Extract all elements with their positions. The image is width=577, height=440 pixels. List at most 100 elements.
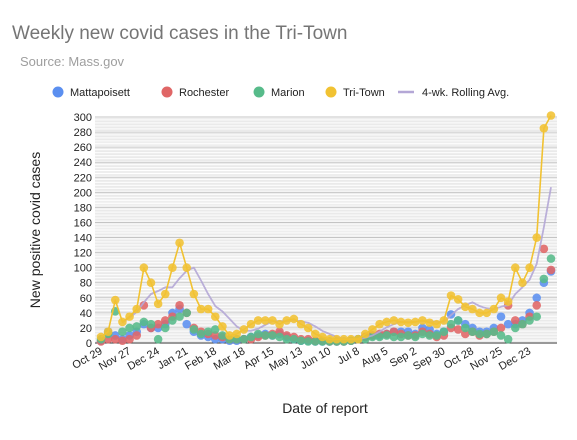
data-point	[496, 312, 506, 321]
legend-swatch	[161, 86, 173, 98]
data-point	[360, 329, 370, 339]
data-point	[196, 304, 206, 314]
data-point	[282, 316, 292, 325]
data-point	[196, 329, 206, 339]
data-point	[246, 319, 256, 329]
y-tick-label: 40	[80, 308, 92, 320]
y-tick-label: 100	[74, 263, 92, 275]
data-point	[532, 312, 542, 321]
data-point	[246, 332, 256, 342]
data-point	[160, 289, 170, 299]
data-point	[439, 316, 449, 325]
series-tri-town	[96, 111, 556, 344]
data-point	[425, 331, 434, 340]
data-point	[353, 334, 363, 344]
x-tick-label: Nov 25	[468, 345, 504, 373]
data-point	[525, 316, 534, 325]
data-point	[475, 329, 484, 339]
data-point	[225, 331, 234, 340]
data-point	[175, 312, 184, 321]
y-tick-label: 260	[74, 142, 92, 154]
data-point	[418, 316, 427, 325]
x-tick-label: Nov 27	[97, 345, 133, 373]
data-point	[446, 291, 456, 300]
data-point	[518, 319, 527, 329]
data-point	[253, 329, 263, 339]
data-point	[532, 301, 542, 310]
x-tick-label: Dec 24	[125, 345, 161, 373]
chart-title: Weekly new covid cases in the Tri-Town	[12, 23, 347, 44]
data-point	[289, 334, 299, 344]
data-point	[339, 334, 349, 344]
data-point	[439, 327, 449, 337]
y-tick-label: 60	[80, 293, 92, 305]
data-point	[496, 331, 506, 340]
data-point	[539, 244, 549, 254]
data-point	[118, 327, 127, 337]
data-point	[496, 323, 506, 333]
data-point	[303, 337, 313, 346]
data-point	[396, 317, 406, 327]
data-point	[239, 325, 249, 334]
data-point	[132, 331, 142, 340]
data-point	[432, 319, 442, 329]
data-point	[460, 323, 470, 333]
data-point	[532, 233, 542, 242]
data-point	[475, 308, 484, 318]
data-point	[468, 304, 477, 314]
x-tick-label: Jun 10	[298, 345, 333, 372]
data-point	[125, 312, 134, 321]
legend-swatch	[325, 86, 337, 98]
data-point	[503, 334, 513, 344]
data-point	[210, 331, 220, 340]
x-tick-label: Feb 18	[183, 345, 219, 373]
x-tick-label: Mar 18	[212, 345, 248, 373]
data-point	[375, 332, 384, 342]
data-point	[518, 278, 527, 288]
legend-swatch	[52, 86, 64, 98]
data-point	[296, 336, 306, 346]
y-tick-label: 160	[74, 217, 92, 229]
data-point	[296, 319, 306, 329]
data-point	[182, 319, 192, 329]
data-point	[260, 316, 270, 325]
y-tick-label: 140	[74, 233, 92, 245]
data-point	[203, 327, 213, 337]
data-point	[189, 289, 199, 299]
data-point	[460, 329, 470, 339]
data-point	[139, 301, 149, 310]
data-point	[546, 265, 556, 275]
data-point	[160, 323, 170, 333]
data-point	[546, 254, 556, 263]
data-point	[489, 304, 499, 314]
x-tick-label: Sep 30	[411, 345, 447, 373]
data-point	[489, 327, 499, 337]
data-point	[539, 124, 549, 133]
data-point	[203, 304, 213, 314]
data-point	[482, 308, 492, 318]
data-point	[175, 301, 184, 310]
data-point	[275, 319, 284, 329]
data-point	[303, 323, 313, 333]
x-tick-label: Aug 5	[359, 345, 390, 370]
data-point	[510, 323, 520, 333]
data-point	[446, 319, 456, 329]
y-tick-label: 280	[74, 127, 92, 139]
data-point	[168, 263, 177, 272]
data-point	[153, 319, 163, 329]
data-point	[496, 293, 506, 303]
data-point	[382, 331, 392, 340]
data-point	[153, 334, 163, 344]
data-point	[453, 295, 463, 304]
x-tick-label: Dec 23	[497, 345, 533, 373]
data-point	[110, 295, 120, 305]
data-point	[389, 332, 399, 342]
data-point	[132, 304, 142, 314]
data-point	[525, 263, 534, 272]
y-tick-label: 0	[86, 338, 92, 350]
data-point	[168, 316, 177, 325]
data-point	[253, 316, 263, 325]
data-point	[160, 316, 170, 325]
y-axis-label: New positive covid cases	[27, 152, 43, 308]
